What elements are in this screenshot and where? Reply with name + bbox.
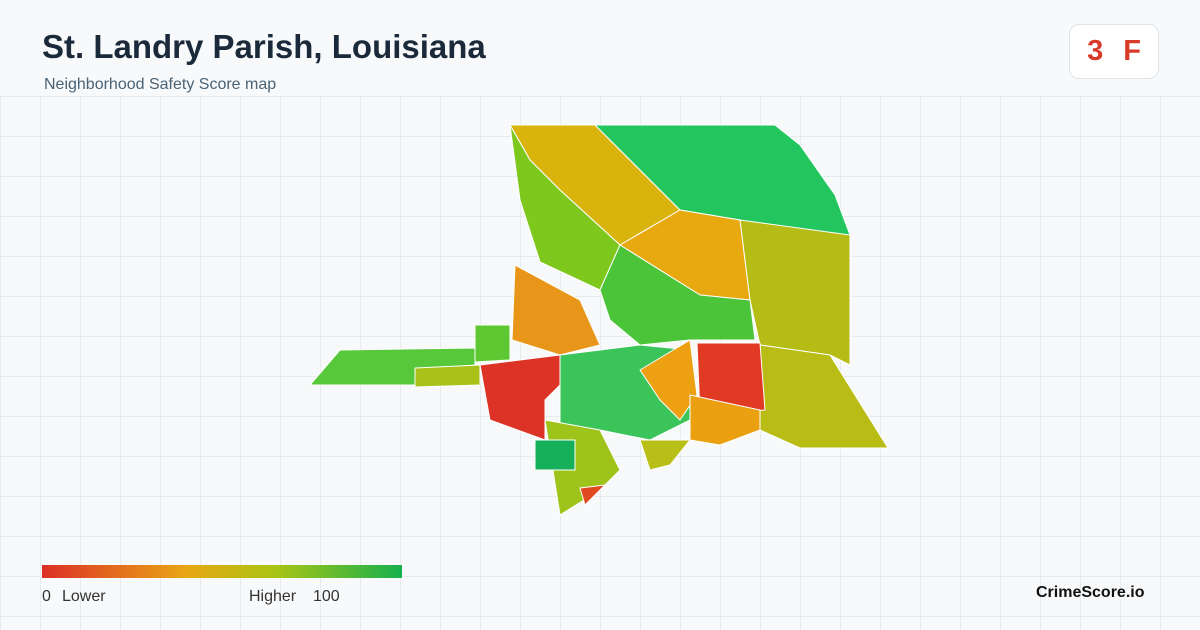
region bbox=[759, 344, 889, 449]
region bbox=[696, 342, 766, 416]
region bbox=[639, 439, 691, 471]
grade: F bbox=[1123, 35, 1141, 67]
score-badge: 3 F bbox=[1069, 24, 1159, 79]
region bbox=[414, 364, 481, 388]
brand: CrimeScore.io bbox=[1036, 584, 1145, 601]
legend-min-label: Lower bbox=[62, 588, 106, 605]
region bbox=[579, 484, 606, 506]
region bbox=[689, 394, 761, 446]
region bbox=[474, 324, 511, 363]
subtitle: Neighborhood Safety Score map bbox=[44, 76, 277, 93]
region bbox=[639, 339, 698, 421]
title: St. Landry Parish, Louisiana bbox=[42, 28, 486, 65]
legend-gradient bbox=[42, 565, 402, 578]
legend-max: 100 bbox=[313, 588, 340, 605]
region bbox=[511, 264, 601, 356]
score: 3 bbox=[1087, 35, 1104, 67]
legend-max-label: Higher bbox=[249, 588, 297, 605]
legend-min: 0 bbox=[42, 588, 51, 605]
region bbox=[534, 439, 576, 471]
header bbox=[0, 0, 1200, 96]
